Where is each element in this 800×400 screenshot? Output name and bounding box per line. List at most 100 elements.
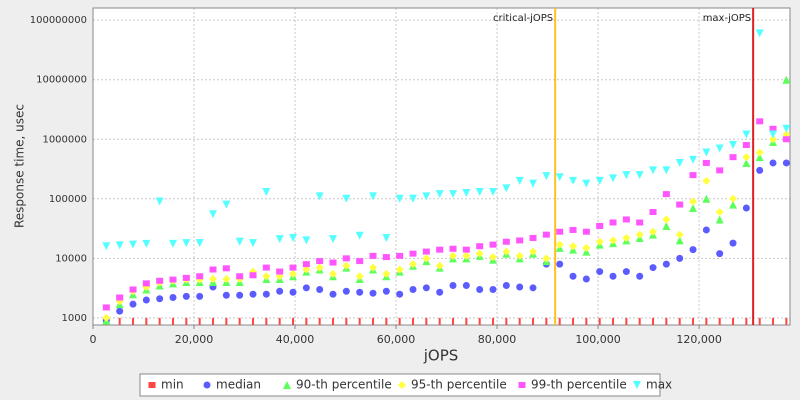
point: [398, 381, 406, 389]
point: [636, 272, 644, 280]
point: [689, 155, 698, 164]
point: [142, 280, 150, 287]
point: [225, 317, 228, 325]
point: [356, 288, 364, 296]
point: [476, 285, 484, 293]
point: [782, 136, 790, 143]
point: [582, 243, 591, 252]
point: [478, 317, 481, 325]
point: [236, 273, 244, 280]
point: [262, 264, 270, 271]
point: [609, 236, 618, 245]
point: [729, 239, 737, 247]
point: [705, 317, 708, 325]
point: [329, 269, 338, 278]
point: [289, 264, 297, 271]
point: [436, 288, 444, 296]
point: [212, 317, 215, 325]
point: [315, 192, 324, 201]
point: [702, 148, 711, 157]
point: [515, 176, 524, 185]
plot-area: [93, 8, 790, 325]
point: [148, 382, 156, 388]
point: [292, 317, 295, 325]
point: [755, 29, 764, 38]
point: [676, 254, 684, 262]
point: [276, 268, 284, 275]
point: [265, 317, 268, 325]
point: [438, 317, 441, 325]
point: [555, 240, 564, 249]
point: [622, 233, 631, 242]
point: [742, 142, 750, 149]
point: [518, 382, 526, 388]
point: [118, 317, 121, 325]
legend-label: 95-th percentile: [411, 378, 507, 392]
point: [769, 130, 778, 139]
point: [595, 237, 604, 246]
point: [372, 317, 375, 325]
point: [715, 215, 724, 224]
point: [678, 317, 681, 325]
point: [203, 381, 211, 389]
point: [718, 317, 721, 325]
point: [622, 216, 630, 223]
point: [569, 226, 577, 233]
point: [283, 381, 291, 389]
point: [732, 317, 735, 325]
point: [169, 294, 177, 302]
point: [116, 294, 124, 301]
point: [622, 171, 631, 180]
point: [702, 194, 711, 203]
point: [785, 317, 788, 325]
point: [489, 188, 498, 197]
point: [222, 275, 231, 284]
point: [302, 265, 311, 274]
point: [716, 250, 724, 258]
point: [409, 285, 417, 293]
point: [385, 317, 388, 325]
point: [692, 317, 695, 325]
y-tick-label: 100000000: [30, 15, 87, 26]
point: [102, 304, 110, 311]
point: [342, 261, 351, 270]
point: [675, 230, 684, 239]
point: [598, 317, 601, 325]
point: [356, 258, 364, 265]
point: [355, 231, 364, 240]
point: [449, 190, 458, 199]
point: [249, 239, 258, 248]
point: [652, 317, 655, 325]
point: [329, 259, 337, 266]
point: [518, 317, 521, 325]
point: [582, 179, 591, 188]
point: [585, 317, 588, 325]
point: [318, 317, 321, 325]
point: [492, 317, 495, 325]
point: [715, 144, 724, 153]
point: [462, 246, 470, 253]
point: [609, 219, 617, 226]
point: [649, 166, 658, 175]
point: [249, 272, 257, 279]
point: [516, 237, 524, 244]
point: [745, 317, 748, 325]
point: [529, 234, 537, 241]
y-tick-label: 1000000: [42, 134, 87, 145]
point: [116, 307, 124, 315]
point: [596, 222, 604, 229]
point: [382, 254, 390, 261]
point: [145, 317, 148, 325]
legend-label: 90-th percentile: [296, 378, 392, 392]
point: [782, 159, 790, 167]
point: [636, 219, 644, 226]
point: [425, 317, 428, 325]
point: [449, 282, 457, 290]
point: [172, 317, 175, 325]
marker-label: critical-jOPS: [493, 13, 553, 24]
point: [532, 317, 535, 325]
point: [489, 253, 498, 262]
marker-label: max-jOPS: [703, 13, 751, 24]
point: [369, 289, 377, 297]
point: [345, 317, 348, 325]
